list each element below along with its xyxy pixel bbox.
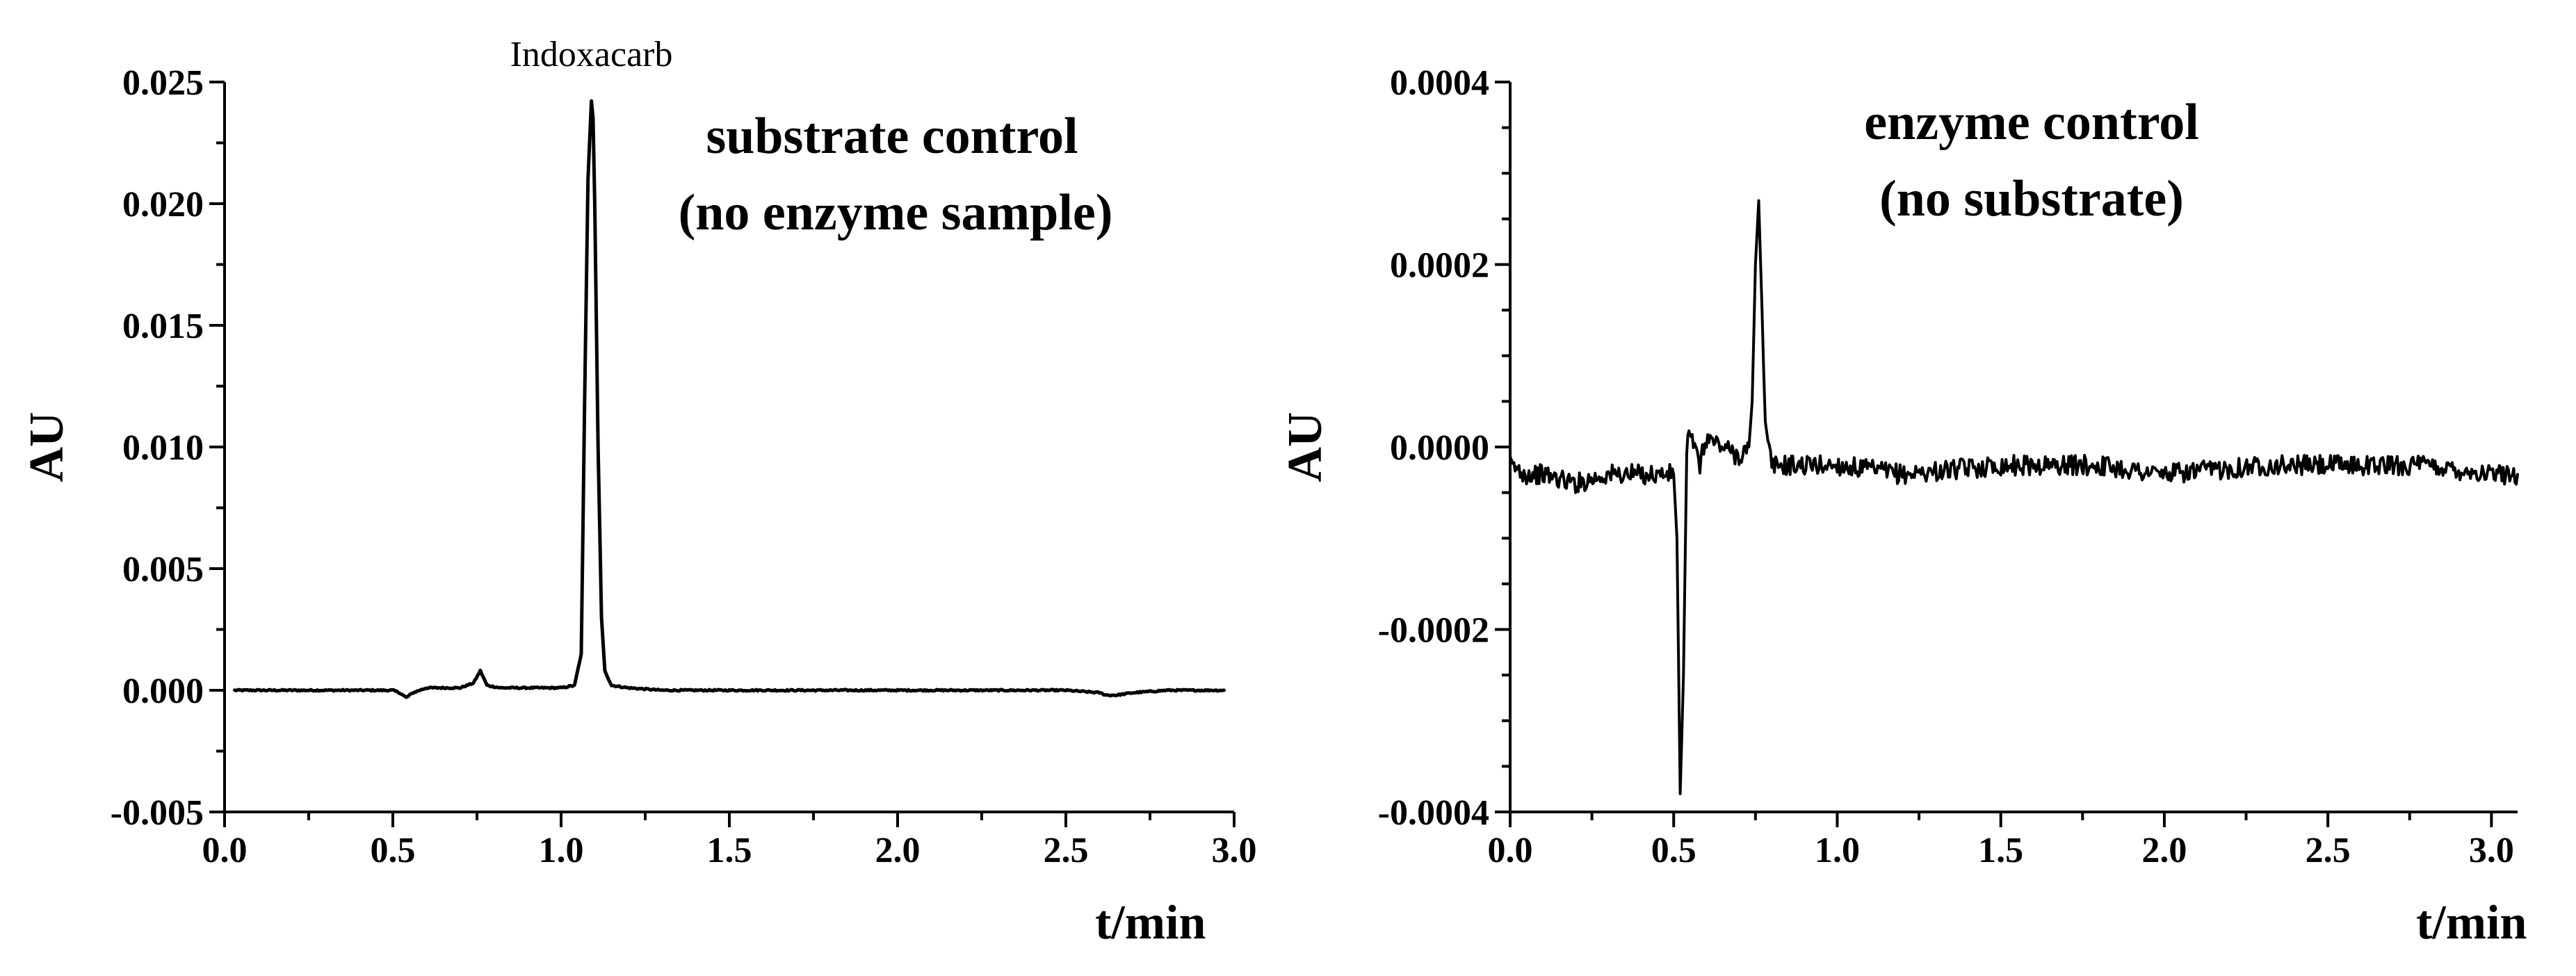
x-tick-label: 1.0 [1815,831,1860,870]
x-tick-label: 1.5 [707,831,752,870]
y-tick-label: 0.015 [122,307,204,346]
chart-title: substrate control [706,108,1078,165]
tick-labels: 0.0 0.5 1.0 1.5 2.0 2.5 3.0 -0.0004 -0.0002 0.000… [1378,63,2514,870]
y-tick-label: 0.000 [122,672,204,711]
x-tick-label: 2.0 [2141,831,2187,870]
x-tick-label: 0.0 [1488,831,1533,870]
x-tick-label: 3.0 [1212,831,1257,870]
y-tick-label: 0.0004 [1390,63,1489,103]
x-tick-label: 2.5 [1044,831,1089,870]
peak-annotation-indoxacarb: Indoxacarb [510,35,673,74]
x-tick-label: 1.0 [539,831,584,870]
ticks [1495,81,2493,827]
y-tick-label: -0.0004 [1378,793,1489,833]
x-axis-title: t/min [2416,896,2527,950]
y-tick-label: -0.0002 [1378,611,1489,651]
chart-title: enzyme control [1864,94,2199,151]
x-tick-label: 1.5 [1978,831,2023,870]
y-tick-label: -0.005 [111,793,204,833]
x-tick-label: 0.5 [371,831,416,870]
x-tick-label: 2.0 [875,831,921,870]
y-axis-title: AU [1279,412,1332,482]
tick-labels: 0.0 0.5 1.0 1.5 2.0 2.5 3.0 -0.005 0.000 0.005 0.0… [111,63,1257,870]
chart-enzyme-control: 0.0 0.5 1.0 1.5 2.0 2.5 3.0 -0.0004 -0.0002 0.000… [1279,63,2527,950]
series-line-enzyme-control [1509,199,2519,795]
y-tick-label: 0.020 [122,185,204,225]
y-tick-label: 0.010 [122,428,204,468]
y-tick-label: 0.0002 [1390,246,1489,286]
series-line-substrate-control [233,99,1226,699]
x-tick-label: 0.5 [1651,831,1696,870]
y-axis-title: AU [20,412,74,482]
ticks [209,81,1236,827]
chart-subtitle: (no enzyme sample) [679,184,1113,241]
x-axis-title: t/min [1095,896,1206,950]
y-tick-label: 0.025 [122,63,204,103]
chart-substrate-control: 0.0 0.5 1.0 1.5 2.0 2.5 3.0 -0.005 0.000 0.005 0.0… [20,35,1257,950]
x-tick-label: 0.0 [202,831,248,870]
y-tick-label: 0.0000 [1390,428,1489,468]
x-tick-label: 2.5 [2306,831,2351,870]
x-tick-label: 3.0 [2469,831,2514,870]
chart-subtitle: (no substrate) [1879,170,2184,227]
y-tick-label: 0.005 [122,550,204,589]
